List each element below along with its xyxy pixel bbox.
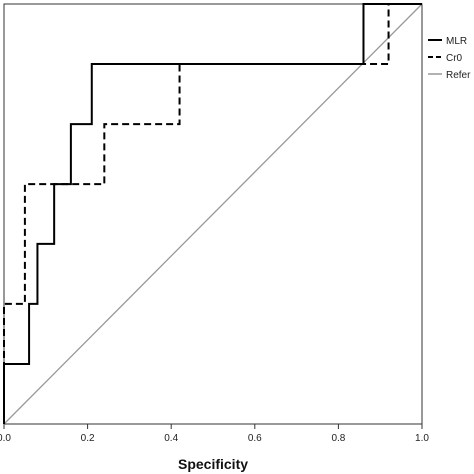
- x-tick-label: 0.2: [81, 433, 95, 444]
- x-tick-label: 0.4: [164, 433, 178, 444]
- legend-label-mlr: MLR: [446, 36, 467, 47]
- x-tick-label: 0.6: [248, 433, 262, 444]
- series-layer: [3, 3, 423, 425]
- series-line-mlr: [3, 3, 422, 424]
- x-tick-label: 0.0: [0, 433, 11, 444]
- x-tick-label: 0.8: [331, 433, 345, 444]
- x-tick-label: 1.0: [415, 433, 429, 444]
- legend-label-reference: Refer: [446, 70, 471, 81]
- legend-label-cr0: Cr0: [446, 53, 463, 64]
- legend: MLR Cr0 Refer: [428, 36, 471, 81]
- series-line-reference: [3, 3, 423, 425]
- x-axis-ticks: 0.0 0.2 0.4 0.6 0.8 1.0: [0, 424, 429, 444]
- series-line-cr0: [3, 3, 422, 424]
- x-axis-title: Specificity: [178, 456, 248, 472]
